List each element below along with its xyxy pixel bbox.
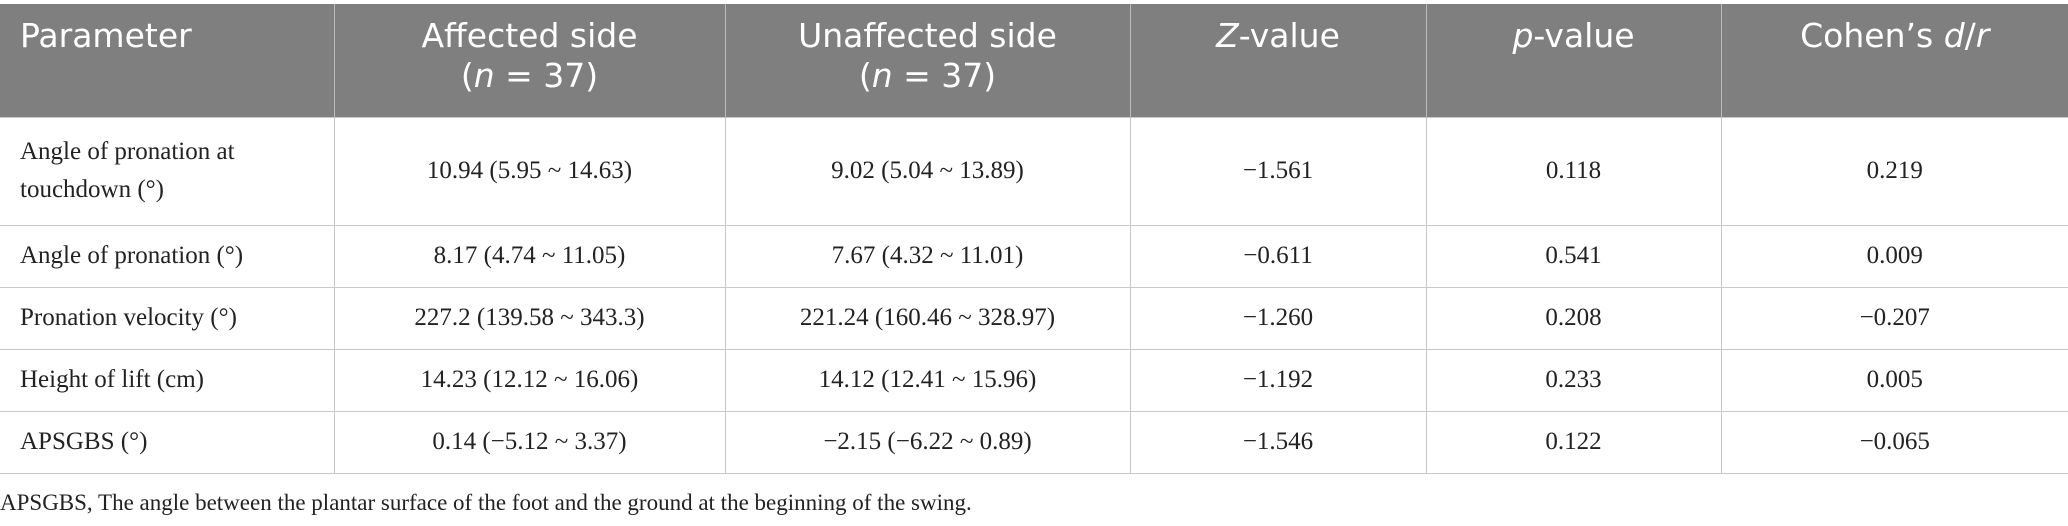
header-line: Cohen’s d/r (1730, 16, 2061, 56)
header-line: Unaffected side (734, 16, 1122, 56)
header-text: Cohen’s (1800, 16, 1944, 55)
table-cell: 0.541 (1425, 224, 1722, 288)
header-text: = 37) (494, 56, 599, 95)
table-cell: −1.260 (1129, 286, 1427, 350)
header-text: Z (1216, 16, 1239, 55)
table-cell: 0.009 (1720, 224, 2068, 288)
table-cell: 10.94 (5.95 ~ 14.63) (333, 116, 726, 226)
table-cell: −1.561 (1129, 116, 1427, 226)
table-row: APSGBS (°) 0.14 (−5.12 ~ 3.37) −2.15 (−6.2… (0, 410, 2068, 474)
table-cell: −1.546 (1129, 410, 1427, 474)
header-line: Affected side (343, 16, 717, 56)
table-row: Angle of pronation at touchdown (°) 10.94… (0, 116, 2068, 226)
table-cell: 0.14 (−5.12 ~ 3.37) (333, 410, 726, 474)
header-text: Affected side (421, 16, 638, 55)
header-text: -value (1533, 16, 1635, 55)
table-cell: 0.219 (1720, 116, 2068, 226)
header-cell: Z-value (1130, 4, 1427, 117)
header-text: d (1943, 16, 1965, 55)
table-row: Angle of pronation (°) 8.17 (4.74 ~ 11.05… (0, 224, 2068, 288)
header-line: Z-value (1139, 16, 1418, 56)
header-text: -value (1238, 16, 1340, 55)
row-label: Angle of pronation at touchdown (°) (0, 116, 335, 226)
table-cell: 0.208 (1425, 286, 1722, 350)
header-cell: Unaffected side (n = 37) (725, 4, 1131, 117)
table-cell: 7.67 (4.32 ~ 11.01) (724, 224, 1131, 288)
table-cell: −2.15 (−6.22 ~ 0.89) (724, 410, 1131, 474)
table-cell: 9.02 (5.04 ~ 13.89) (724, 116, 1131, 226)
header-cell: Cohen’s d/r (1721, 4, 2068, 117)
table-row: Height of lift (cm) 14.23 (12.12 ~ 16.06)… (0, 348, 2068, 412)
header-cell: Affected side (n = 37) (334, 4, 726, 117)
header-text: ( (460, 56, 474, 95)
table-cell: 14.23 (12.12 ~ 16.06) (333, 348, 726, 412)
table-cell: 0.005 (1720, 348, 2068, 412)
header-cell: p-value (1426, 4, 1722, 117)
table-cell: 0.122 (1425, 410, 1722, 474)
header-text: = 37) (892, 56, 997, 95)
row-label: Pronation velocity (°) (0, 286, 335, 350)
row-label: Angle of pronation (°) (0, 224, 335, 288)
header-text: n (871, 56, 893, 95)
header-cell: Parameter (0, 4, 335, 117)
header-text: ( (858, 56, 872, 95)
header-text: r (1975, 16, 1990, 55)
table-cell: −1.192 (1129, 348, 1427, 412)
row-label: APSGBS (°) (0, 410, 335, 474)
header-text: / (1964, 16, 1976, 55)
table-cell: 0.118 (1425, 116, 1722, 226)
header-line: (n = 37) (734, 56, 1122, 96)
header-row: Parameter Affected side (n = 37) Unaffected… (0, 4, 2068, 117)
data-table: Parameter Affected side (n = 37) Unaffected… (0, 4, 2068, 474)
table-cell: 0.233 (1425, 348, 1722, 412)
table-cell: 8.17 (4.74 ~ 11.05) (333, 224, 726, 288)
header-line: p-value (1435, 16, 1713, 56)
header-text: p (1512, 16, 1534, 55)
table-row: Pronation velocity (°) 227.2 (139.58 ~ 34… (0, 286, 2068, 350)
header-line: Parameter (20, 16, 326, 56)
header-line: (n = 37) (343, 56, 717, 96)
row-label: Height of lift (cm) (0, 348, 335, 412)
table-body: Angle of pronation at touchdown (°) 10.94… (0, 116, 2068, 474)
header-text: n (473, 56, 495, 95)
footnote: APSGBS, The angle between the plantar su… (0, 490, 972, 515)
table-cell: 227.2 (139.58 ~ 343.3) (333, 286, 726, 350)
table-cell: 14.12 (12.41 ~ 15.96) (724, 348, 1131, 412)
header-text: Unaffected side (798, 16, 1057, 55)
table-head: Parameter Affected side (n = 37) Unaffected… (0, 4, 2068, 117)
table-cell: −0.065 (1720, 410, 2068, 474)
table-cell: 221.24 (160.46 ~ 328.97) (724, 286, 1131, 350)
table-cell: −0.207 (1720, 286, 2068, 350)
header-text: Parameter (20, 16, 192, 55)
table-cell: −0.611 (1129, 224, 1427, 288)
